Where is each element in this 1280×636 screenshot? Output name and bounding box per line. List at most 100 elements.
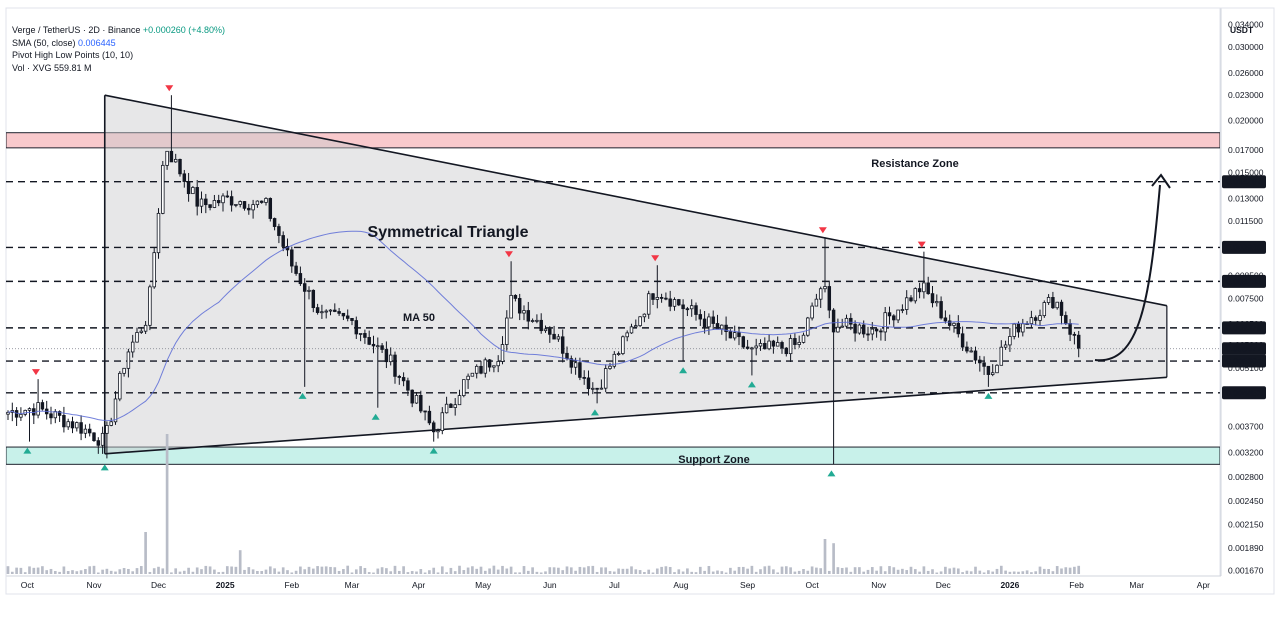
candle-body[interactable] bbox=[840, 325, 844, 328]
candle-body[interactable] bbox=[259, 200, 264, 203]
candle-body[interactable] bbox=[208, 204, 212, 208]
candle-body[interactable] bbox=[578, 362, 582, 378]
candle-body[interactable] bbox=[229, 196, 234, 206]
candle-body[interactable] bbox=[1055, 301, 1059, 309]
candle-body[interactable] bbox=[345, 315, 350, 319]
candle-body[interactable] bbox=[148, 286, 152, 326]
candle-body[interactable] bbox=[539, 319, 543, 332]
candle-body[interactable] bbox=[556, 336, 561, 340]
candle-body[interactable] bbox=[109, 421, 113, 426]
candle-body[interactable] bbox=[1003, 344, 1008, 348]
candle-body[interactable] bbox=[367, 337, 371, 345]
candle-body[interactable] bbox=[823, 286, 827, 290]
support-zone[interactable] bbox=[6, 446, 1220, 465]
candle-body[interactable] bbox=[350, 317, 354, 321]
candle-body[interactable] bbox=[866, 333, 870, 336]
candle-body[interactable] bbox=[376, 345, 380, 348]
candle-body[interactable] bbox=[990, 372, 995, 375]
candle-body[interactable] bbox=[410, 389, 414, 404]
candle-body[interactable] bbox=[1012, 323, 1016, 337]
candle-body[interactable] bbox=[827, 286, 832, 311]
candle-body[interactable] bbox=[173, 158, 178, 163]
candle-body[interactable] bbox=[19, 413, 23, 418]
candle-body[interactable] bbox=[75, 422, 79, 429]
candle-body[interactable] bbox=[1029, 317, 1034, 325]
candle-body[interactable] bbox=[479, 365, 483, 374]
candle-body[interactable] bbox=[900, 309, 905, 311]
candle-body[interactable] bbox=[255, 200, 260, 206]
candle-body[interactable] bbox=[272, 218, 277, 227]
pivot-low-marker[interactable] bbox=[23, 447, 32, 454]
price-level-badge[interactable]: 0.008233 bbox=[1222, 274, 1266, 288]
candle-body[interactable] bbox=[358, 333, 363, 335]
plot-area[interactable] bbox=[5, 7, 1221, 577]
candle-body[interactable] bbox=[797, 341, 801, 345]
candle-body[interactable] bbox=[956, 322, 961, 335]
candle-body[interactable] bbox=[96, 440, 101, 446]
candle-body[interactable] bbox=[857, 324, 862, 334]
candle-body[interactable] bbox=[341, 312, 346, 317]
legend-sma-row[interactable]: SMA (50, close) 0.006445 bbox=[12, 37, 225, 50]
candle-body[interactable] bbox=[853, 323, 857, 334]
candle-body[interactable] bbox=[913, 288, 918, 302]
candle-body[interactable] bbox=[621, 336, 625, 354]
candle-body[interactable] bbox=[165, 150, 169, 166]
candle-body[interactable] bbox=[612, 353, 617, 367]
candle-body[interactable] bbox=[294, 265, 298, 274]
candle-body[interactable] bbox=[668, 298, 672, 307]
candle-body[interactable] bbox=[199, 198, 204, 207]
candle-body[interactable] bbox=[122, 367, 126, 374]
candle-body[interactable] bbox=[474, 365, 479, 374]
candle-body[interactable] bbox=[995, 364, 999, 374]
candle-body[interactable] bbox=[53, 411, 58, 419]
candle-body[interactable] bbox=[711, 316, 715, 324]
pivot-low-marker[interactable] bbox=[100, 464, 109, 471]
pivot-low-marker[interactable] bbox=[984, 392, 993, 399]
sma-50-line[interactable] bbox=[7, 230, 1079, 422]
candle-body[interactable] bbox=[414, 394, 419, 404]
candle-body[interactable] bbox=[689, 305, 694, 310]
candle-body[interactable] bbox=[221, 195, 225, 204]
candle-body[interactable] bbox=[216, 200, 221, 204]
candle-body[interactable] bbox=[298, 273, 303, 285]
candle-body[interactable] bbox=[1021, 323, 1025, 333]
candle-body[interactable] bbox=[470, 372, 475, 377]
candle-body[interactable] bbox=[784, 347, 789, 355]
candle-body[interactable] bbox=[754, 345, 758, 349]
candle-body[interactable] bbox=[681, 304, 685, 310]
candle-body[interactable] bbox=[694, 305, 698, 315]
candle-body[interactable] bbox=[771, 340, 776, 347]
candle-body[interactable] bbox=[543, 328, 548, 332]
candle-body[interactable] bbox=[87, 428, 92, 434]
candle-body[interactable] bbox=[380, 345, 384, 350]
pivot-high-marker[interactable] bbox=[917, 241, 926, 248]
candle-body[interactable] bbox=[444, 403, 449, 414]
pivot-high-marker[interactable] bbox=[651, 255, 660, 262]
breakout-projection-arrow[interactable] bbox=[1094, 184, 1161, 362]
candle-body[interactable] bbox=[530, 320, 535, 322]
candle-body[interactable] bbox=[1033, 317, 1038, 321]
candle-body[interactable] bbox=[616, 353, 621, 355]
candle-body[interactable] bbox=[427, 410, 432, 424]
candle-body[interactable] bbox=[659, 297, 664, 299]
candle-body[interactable] bbox=[655, 297, 660, 300]
candle-body[interactable] bbox=[522, 310, 526, 314]
candle-body[interactable] bbox=[526, 310, 531, 322]
candle-body[interactable] bbox=[92, 432, 96, 442]
candle-body[interactable] bbox=[234, 204, 238, 206]
candle-body[interactable] bbox=[904, 297, 909, 310]
candle-body[interactable] bbox=[917, 288, 922, 293]
candle-body[interactable] bbox=[814, 298, 819, 307]
candle-body[interactable] bbox=[487, 359, 492, 368]
candle-body[interactable] bbox=[371, 343, 376, 347]
candle-body[interactable] bbox=[324, 310, 328, 313]
triangle-upper-trendline[interactable] bbox=[104, 94, 1168, 307]
legend-vol-row[interactable]: Vol · XVG 559.81 M bbox=[12, 62, 225, 75]
candle-body[interactable] bbox=[328, 309, 333, 312]
candle-body[interactable] bbox=[436, 430, 440, 433]
candle-body[interactable] bbox=[1068, 323, 1072, 335]
candle-body[interactable] bbox=[225, 195, 230, 198]
candle-body[interactable] bbox=[247, 207, 251, 211]
candle-body[interactable] bbox=[935, 301, 939, 304]
candle-body[interactable] bbox=[242, 201, 247, 209]
